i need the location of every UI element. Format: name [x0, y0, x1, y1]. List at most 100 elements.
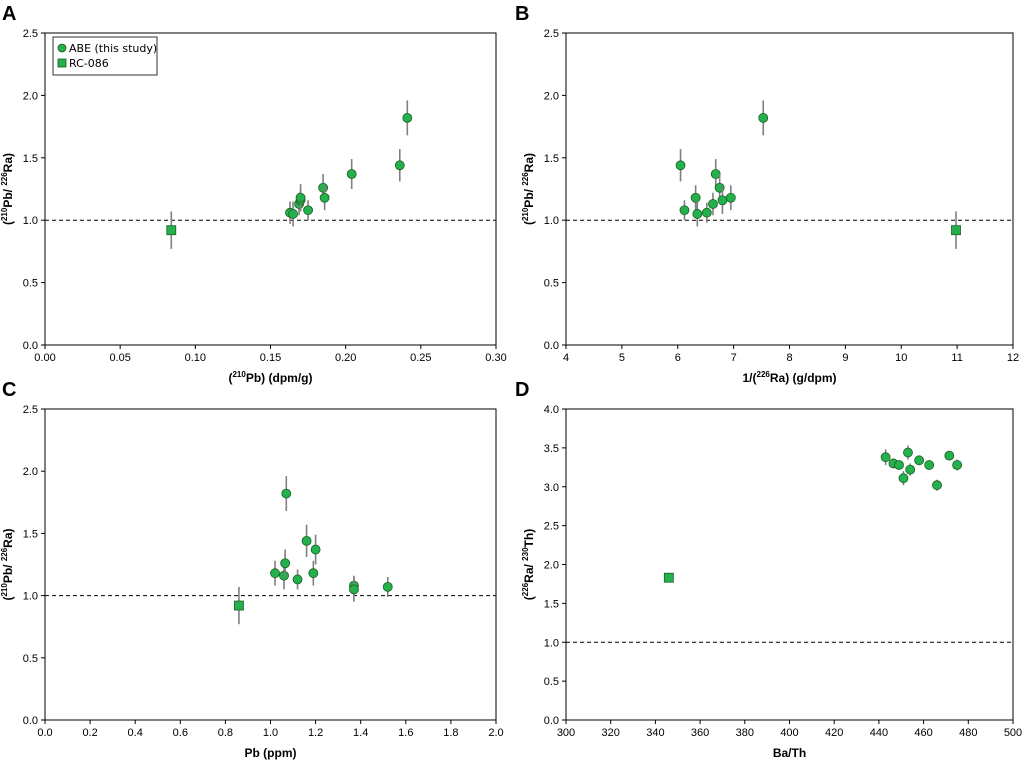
x-axis-label: (210Pb) (dpm/g)	[228, 370, 312, 385]
y-tick-label: 1.0	[544, 637, 559, 649]
x-tick-label: 480	[959, 727, 977, 739]
y-tick-label: 0.5	[23, 653, 38, 665]
x-tick-label: 4	[563, 352, 569, 364]
series-rc-086	[663, 572, 674, 583]
x-tick-label: 400	[780, 727, 798, 739]
data-point-circle	[292, 574, 303, 585]
legend-square-marker	[57, 58, 67, 68]
data-point-circle	[932, 480, 942, 491]
x-tick-label: 0.25	[410, 352, 431, 364]
x-tick-label: 0.30	[485, 352, 506, 364]
y-axis-label: (210Pb/ 226Ra)	[521, 153, 536, 225]
y-tick-label: 1.0	[23, 591, 38, 603]
x-tick-label: 0.15	[260, 352, 281, 364]
y-tick-label: 0.5	[23, 278, 38, 290]
data-point-circle	[690, 192, 701, 203]
y-tick-label: 1.5	[23, 153, 38, 165]
y-tick-label: 1.5	[23, 528, 38, 540]
panel-b: B 4 5 6 7 8 9 10 11 12 0.0 0.5 1.0 1.5 2.0 2.5 1/(226Ra)…	[515, 3, 1019, 385]
x-tick-label: 360	[691, 727, 709, 739]
x-tick-label: 0.05	[109, 352, 130, 364]
y-tick-label: 1.0	[23, 215, 38, 227]
x-tick-label: 6	[675, 352, 681, 364]
data-point-circle	[914, 455, 925, 466]
data-point-circle	[279, 570, 289, 581]
y-tick-label: 2.0	[23, 466, 38, 478]
x-tick-label: 8	[786, 352, 792, 364]
data-point-circle	[394, 160, 405, 171]
y-tick-label: 2.5	[23, 28, 38, 40]
panel-letter: B	[515, 3, 529, 25]
panel-c: C 0.0 0.2 0.4 0.6 0.8 1.0 1.2 1.4 1.6 1.8 2.0 0.0 0.5…	[0, 379, 504, 760]
data-point-square	[951, 225, 961, 236]
data-point-circle	[288, 209, 298, 219]
data-point-circle	[944, 450, 955, 461]
y-tick-label: 0.0	[544, 715, 559, 727]
series-rc-086	[234, 586, 244, 625]
x-tick-label: 0.8	[218, 727, 233, 739]
series-abe	[880, 445, 963, 491]
y-tick-label: 2.5	[23, 404, 38, 416]
y-tick-label: 0.0	[544, 340, 559, 352]
x-axis-label: Pb (ppm)	[245, 746, 297, 760]
plot-frame	[565, 32, 1014, 346]
data-point-circle	[402, 112, 413, 123]
data-point-circle	[301, 535, 312, 546]
data-point-circle	[308, 568, 319, 579]
x-tick-label: 1.8	[443, 727, 458, 739]
x-tick-label: 2.0	[488, 727, 503, 739]
x-tick-label: 460	[914, 727, 932, 739]
data-point-circle	[310, 544, 321, 555]
data-point-circle	[303, 205, 313, 216]
x-tick-label: 1.0	[263, 727, 278, 739]
y-tick-label: 0.5	[544, 676, 559, 688]
data-point-circle	[382, 581, 393, 592]
x-tick-label: 0.00	[34, 352, 55, 364]
x-tick-label: 11	[951, 352, 962, 364]
data-point-square	[234, 600, 244, 611]
legend-box	[52, 36, 158, 76]
y-tick-label: 1.5	[544, 598, 559, 610]
legend-label-rc: RC-086	[69, 57, 109, 70]
y-tick-label: 1.5	[544, 153, 559, 165]
series-abe	[270, 476, 393, 602]
x-tick-label: 340	[646, 727, 664, 739]
panel-d: D 300 320 340 360 380 400 420 440 460 480 500 0.0 0.5…	[515, 379, 1022, 760]
x-axis-label: Ba/Th	[773, 746, 806, 760]
data-point-circle	[708, 199, 718, 209]
data-point-circle	[903, 447, 913, 458]
x-tick-label: 420	[825, 727, 843, 739]
y-axis-label: (210Pb/ 226Ra)	[0, 528, 15, 600]
x-tick-label: 1.4	[353, 727, 368, 739]
x-tick-label: 12	[1007, 352, 1019, 364]
y-tick-label: 2.5	[544, 521, 559, 533]
data-point-circle	[281, 488, 292, 499]
data-point-circle	[318, 182, 329, 193]
x-tick-label: 0.2	[82, 727, 97, 739]
y-tick-label: 0.0	[23, 340, 38, 352]
x-tick-label: 9	[842, 352, 848, 364]
y-tick-label: 3.5	[544, 443, 559, 455]
plot-frame	[44, 32, 497, 346]
y-tick-label: 1.0	[544, 215, 559, 227]
data-point-square	[166, 225, 177, 236]
y-tick-label: 3.0	[544, 482, 559, 494]
x-tick-label: 440	[870, 727, 888, 739]
y-axis-label: (210Pb/ 226Ra)	[0, 153, 15, 225]
data-point-circle	[952, 460, 963, 470]
data-point-circle	[880, 452, 891, 463]
x-tick-label: 0.10	[185, 352, 206, 364]
data-point-circle	[758, 112, 769, 123]
x-tick-label: 0.20	[335, 352, 356, 364]
data-point-circle	[905, 464, 916, 475]
panel-a: A 0.00 0.05 0.10 0.15 0.20 0.25 0.30 0.0 0.5 1.0 1.…	[0, 3, 507, 385]
data-point-circle	[346, 169, 357, 179]
data-point-circle	[701, 207, 712, 218]
data-point-circle	[679, 205, 690, 216]
y-tick-label: 4.0	[544, 404, 559, 416]
legend-label-abe: ABE (this study)	[69, 42, 157, 55]
y-tick-label: 0.0	[23, 715, 38, 727]
x-tick-label: 0.0	[37, 727, 52, 739]
data-point-circle	[894, 460, 904, 470]
